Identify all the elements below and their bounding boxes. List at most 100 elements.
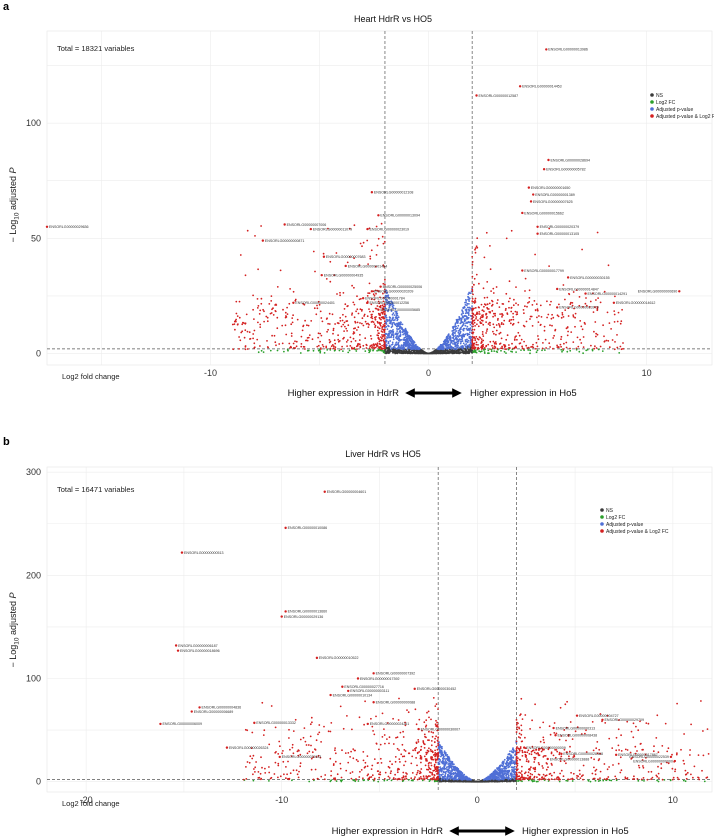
panel-b-data-point [225, 746, 229, 749]
panel-a-gene-label: ENSORLG00000023979 [559, 306, 599, 310]
panel-b-gridlines [47, 467, 712, 792]
panel-a-labeled-points: ENSORLG00000013986 ENSORLG00000014453 ENSO… [45, 48, 681, 312]
panel-a-data-point [555, 287, 559, 291]
panel-a-data-point [521, 269, 524, 272]
panel-a-data-point [370, 191, 374, 194]
panel-a-x-tick-label: -10 [204, 368, 217, 378]
panel-a-data-point [379, 285, 382, 288]
panel-b-total-label: Total = 16471 variables [57, 485, 135, 494]
panel-a-legend-swatch [650, 114, 654, 118]
panel-b-gene-label: ENSORLG00000010134 [333, 693, 373, 697]
panel-b: b Liver HdrR vs HO5 ENSORLG00000004601EN… [3, 436, 713, 837]
panel-b-data-point [356, 677, 360, 680]
panel-b-data-point [347, 689, 350, 693]
panel-a-data-point [532, 193, 535, 196]
panel-a-data-point [529, 200, 533, 203]
panel-b-gene-label: ENSORLG00000026324 [229, 746, 269, 750]
panel-b-data-point [372, 672, 375, 675]
panel-a-gene-label: ENSORLG00000001389 [535, 193, 575, 197]
panel-b-data-point [176, 649, 180, 652]
panel-b-gene-label: ENSORLG00000000313 [556, 726, 596, 730]
panel-b-gene-label: ENSORLG00000018696 [180, 649, 220, 653]
panel-a-gene-label: ENSORLG00000030155 [570, 276, 610, 280]
panel-a-gene-label: ENSORLG00000007625 [533, 200, 573, 204]
panel-b-legend-label: NS [606, 508, 614, 514]
panel-b-gene-label: ENSORLG00000025933 [282, 755, 322, 759]
panel-b-gene-label: ENSORLG00000030452 [417, 687, 457, 691]
panel-a-legend-label: Adjusted p-value [656, 107, 693, 113]
panel-b-x-axis-label: Log2 fold change [62, 799, 120, 808]
panel-b-data-point [323, 490, 326, 493]
panel-a-gene-label: ENSORLG00000017799 [524, 269, 564, 273]
panel-b-arrow-left-label: Higher expression in HdrR [332, 826, 444, 837]
panel-a-x-tick-label: 10 [642, 368, 652, 378]
panel-a-data-point [566, 276, 570, 279]
panel-a-data-point [344, 264, 347, 268]
panel-b-gene-label: ENSORLG00000000088 [376, 701, 416, 705]
panel-a-y-axis-label: − Log10 adjusted P [8, 167, 21, 242]
panel-a-data-point [475, 94, 478, 97]
panel-a-x-tick-label: 0 [426, 368, 431, 378]
panel-a-legend-swatch [650, 107, 654, 111]
panel-a-data-point [518, 85, 522, 88]
panel-a-gene-label: ENSORLG00000013094 [380, 214, 420, 218]
panel-a-data-point [542, 168, 546, 171]
panel-a-gene-label: ENSORLG00000005685 [380, 308, 420, 312]
panel-b-data-point [366, 722, 369, 726]
panel-a-gene-label: ENSORLG00000011079 [313, 227, 352, 231]
panel-a-gene-label: ENSORLG00000013986 [548, 48, 588, 52]
panel-a-gene-label: ENSORLG00000029636 [49, 225, 89, 229]
panel-a-data-point [292, 301, 295, 305]
panel-a-legend-swatch [650, 100, 654, 104]
panel-a-gene-label: ENSORLG00000001494 [348, 264, 388, 268]
panel-b-gene-label: ENSORLG00000004601 [327, 490, 367, 494]
panel-a-gene-label: ENSORLG00000001650 [531, 186, 571, 190]
panel-b-data-point [159, 722, 162, 726]
panel-b-labeled-points: ENSORLG00000004601 ENSORLG00000010086 ENSO… [159, 490, 677, 763]
panel-b-gene-label: ENSORLG00000006009 [162, 722, 202, 726]
panel-b-gene-label: ENSORLG00000010086 [288, 526, 328, 530]
panel-b-data-point [372, 701, 375, 704]
panel-b-gene-label: ENSORLG00000008438 [558, 734, 598, 738]
panel-b-gene-label: ENSORLG00000007392 [376, 672, 416, 676]
panel-b-data-point [284, 526, 287, 530]
panel-b-y-tick-label: 0 [36, 777, 41, 787]
panel-b-gene-label: ENSORLG00000013888 [550, 757, 590, 761]
panel-a-data-point [584, 292, 587, 295]
panel-b-data-point [523, 746, 526, 749]
panel-b-gene-label: ENSORLG00000030007 [421, 727, 461, 731]
panel-a-data-point [261, 239, 265, 242]
panel-b-gene-label: ENSORLG00000000009 [526, 746, 566, 750]
panel-b-data-point [552, 726, 555, 730]
panel-a-cloud-adj-p [384, 287, 473, 351]
panel-a-data-point [370, 290, 374, 293]
panel-a-data-point [366, 227, 369, 231]
panel-a-legend-label: Log2 FC [656, 100, 676, 106]
panel-b-gene-label: ENSORLG00000003111 [350, 689, 389, 693]
panel-b-legend-swatch [600, 508, 604, 512]
panel-b-gene-label: ENSORLG00000029709 [604, 718, 644, 722]
panel-a-data-point [536, 232, 539, 235]
panel-b-data-point [253, 721, 256, 725]
panel-b-letter: b [3, 436, 10, 448]
panel-a-gene-label: ENSORLG00000025006 [383, 285, 423, 289]
panel-b-gene-label: ENSORLG00000010522 [319, 656, 359, 660]
panel-a-data-point [678, 290, 681, 293]
panel-a-gene-label: ENSORLG00000014612 [616, 301, 656, 305]
panel-b-cloud-ns [437, 776, 518, 783]
panel-b-gene-label: ENSORLG00000027716 [344, 685, 384, 689]
panel-b-data-point [601, 718, 604, 721]
panel-a-total-label: Total = 18321 variables [57, 44, 135, 53]
panel-b-data-point [329, 693, 332, 697]
panel-b-data-point [669, 755, 673, 759]
panel-a-data-point [521, 211, 524, 215]
panel-a-cloud-ns [384, 343, 473, 355]
panel-b-data-point [278, 755, 281, 759]
panel-b-gene-label: ENSORLG00000017392 [360, 677, 400, 681]
panel-a-data-point [309, 227, 313, 231]
panel-a-data-point [366, 301, 369, 305]
panel-b-data-point [673, 759, 677, 763]
panel-b-y-axis-label: − Log10 adjusted P [8, 592, 21, 667]
